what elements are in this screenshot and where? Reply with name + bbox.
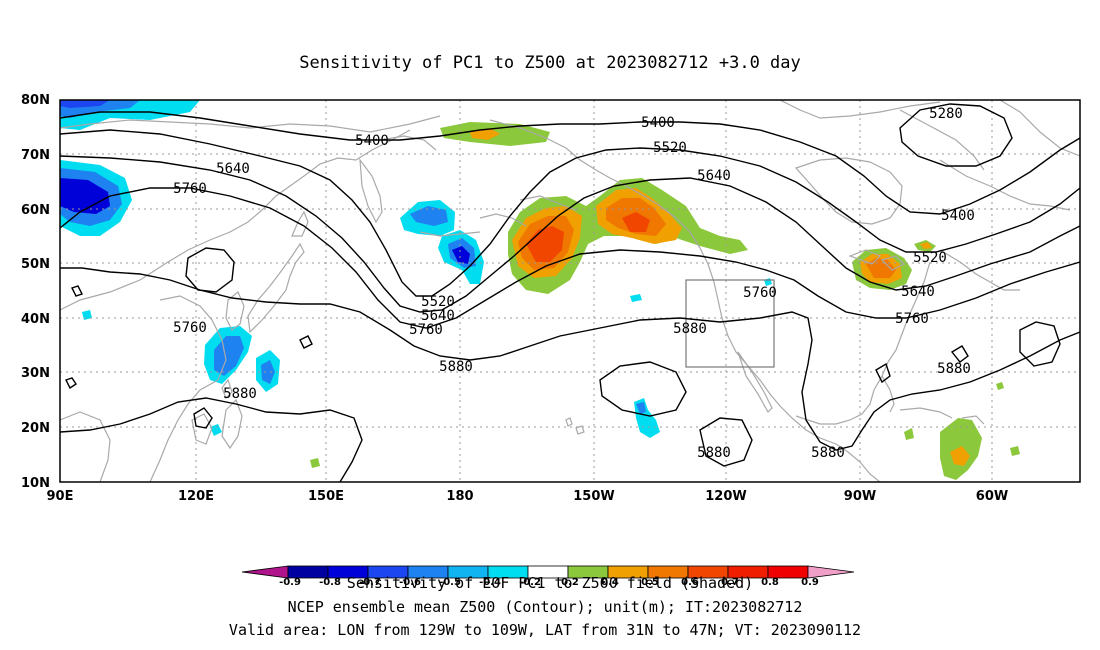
- coastlines: [60, 100, 1080, 482]
- lon-label: 150E: [308, 489, 344, 504]
- lon-label: 120E: [178, 489, 214, 504]
- colorbar-tick-label: -0.7: [359, 577, 381, 588]
- contour-label: 5880: [223, 386, 257, 402]
- lat-label: 40N: [21, 312, 50, 327]
- lat-label: 80N: [21, 93, 50, 108]
- colorbar-tick-label: 0.8: [761, 577, 779, 588]
- contour-label: 5520: [913, 250, 947, 266]
- colorbar-high-extend: [807, 565, 855, 579]
- colorbar-tick-label: -0.2: [519, 577, 541, 588]
- lat-label: 70N: [21, 148, 50, 163]
- z500-contours: [60, 103, 1080, 482]
- contour-label: 5880: [697, 445, 731, 461]
- colorbar-tick-label: 0.6: [681, 577, 699, 588]
- lon-label: 150W: [573, 489, 614, 504]
- contour-label: 5760: [173, 181, 207, 197]
- contour-label: 5880: [673, 321, 707, 337]
- colorbar-tick-label: -0.6: [399, 577, 421, 588]
- contour-label: 5880: [811, 445, 845, 461]
- contour-label: 5280: [929, 106, 963, 122]
- lat-label: 20N: [21, 421, 50, 436]
- contour-label: 5760: [743, 285, 777, 301]
- contour-label: 5880: [937, 361, 971, 377]
- colorbar-tick-label: -0.5: [439, 577, 461, 588]
- lon-label: 120W: [705, 489, 746, 504]
- lon-label: 90W: [844, 489, 876, 504]
- valid-area-box: [685, 279, 775, 368]
- footer-line-2: NCEP ensemble mean Z500 (Contour); unit(…: [288, 598, 803, 616]
- colorbar-tick-label: 0.5: [641, 577, 659, 588]
- lat-label: 30N: [21, 366, 50, 381]
- footer-line-1: Sensitivity of EOF PC1 to Z500 field (Sh…: [347, 574, 753, 592]
- contour-label: 5640: [697, 168, 731, 184]
- map-panel: 5280 5400 5400 5400 5520 5520 5520 5640 …: [60, 100, 1080, 482]
- contour-label: 5520: [653, 140, 687, 156]
- lat-label: 50N: [21, 257, 50, 272]
- colorbar-tick-label: 0.7: [721, 577, 739, 588]
- contour-label: 5760: [409, 322, 443, 338]
- figure-title: Sensitivity of PC1 to Z500 at 2023082712…: [299, 53, 801, 73]
- lon-label: 180: [446, 489, 473, 504]
- lat-label: 60N: [21, 203, 50, 218]
- contour-label: 5640: [901, 284, 935, 300]
- contour-label: 5400: [941, 208, 975, 224]
- contour-label: 5880: [439, 359, 473, 375]
- map-frame: [59, 99, 1081, 483]
- contour-label: 5400: [355, 133, 389, 149]
- contour-label: 5760: [895, 311, 929, 327]
- contour-label: 5520: [421, 294, 455, 310]
- colorbar-tick-label: 0.4: [601, 577, 619, 588]
- lon-label: 90E: [47, 489, 74, 504]
- longitude-labels: 90E 120E 150E 180 150W 120W 90W 60W: [47, 489, 1009, 504]
- lat-label: 10N: [21, 476, 50, 491]
- contour-label: 5760: [173, 320, 207, 336]
- contour-labels: 5280 5400 5400 5400 5520 5520 5520 5640 …: [173, 106, 975, 461]
- colorbar: -0.9 -0.8 -0.7 -0.6 -0.5 -0.4 -0.2 0.2 0.4 0.5 0.6…: [241, 565, 855, 588]
- colorbar-tick-label: 0.9: [801, 577, 819, 588]
- lon-label: 60W: [976, 489, 1008, 504]
- contour-label: 5400: [641, 115, 675, 131]
- colorbar-tick-label: 0.2: [561, 577, 579, 588]
- contour-label: 5640: [421, 308, 455, 324]
- colorbar-tick-label: -0.8: [319, 577, 341, 588]
- latitude-labels: 80N 70N 60N 50N 40N 30N 20N 10N: [21, 93, 50, 491]
- colorbar-tick-label: -0.4: [479, 577, 501, 588]
- contour-label: 5640: [216, 161, 250, 177]
- colorbar-tick-label: -0.9: [279, 577, 301, 588]
- footer-line-3: Valid area: LON from 129W to 109W, LAT f…: [229, 621, 861, 639]
